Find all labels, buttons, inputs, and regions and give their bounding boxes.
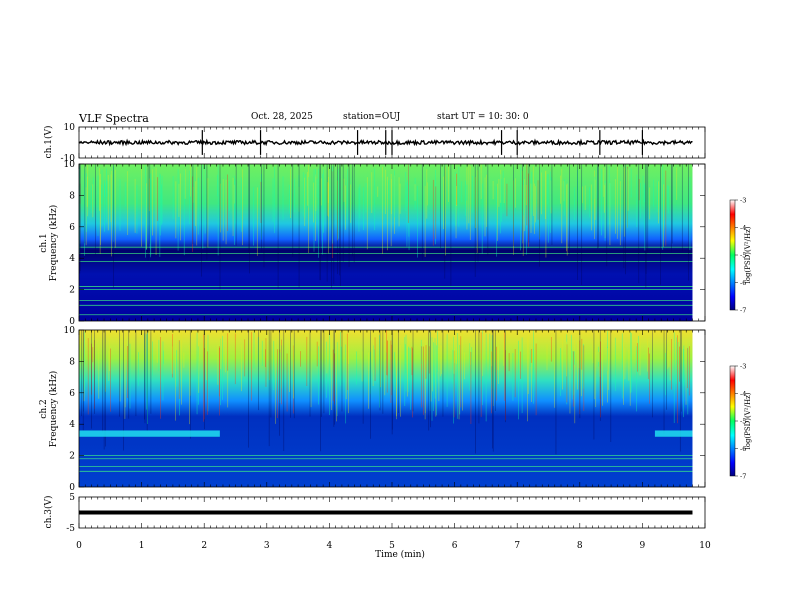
colorbar-tick-label: -4 (740, 390, 746, 398)
y-tick-label: 8 (69, 357, 75, 367)
x-tick-label: 8 (577, 541, 583, 551)
x-tick-label: 3 (264, 541, 270, 551)
colorbar-tick-label: -4 (740, 224, 746, 232)
ch1-waveform-trace (78, 130, 693, 155)
figure-title: VLF Spectra (79, 112, 149, 125)
y-tick-label: -5 (66, 524, 75, 534)
axis-ticks (78, 127, 706, 528)
x-tick-label: 6 (452, 541, 458, 551)
ch2-colorbar: -3 -4 -5 -6 -7 (729, 363, 746, 481)
x-tick-label: 4 (327, 541, 333, 551)
ch1-waveform-ylabel: ch.1(V) (43, 126, 54, 159)
ch2-spectrogram-ylabel-channel: ch.2 (39, 399, 49, 418)
ch1-spectrogram (78, 164, 705, 321)
y-tick-label: 10 (64, 123, 76, 133)
colorbar-tick-label: -6 (740, 279, 746, 287)
colorbar-tick-label: -3 (740, 197, 746, 205)
x-tick-label: 10 (699, 541, 711, 551)
emission-band (654, 430, 693, 437)
ch3-waveform-ylabel: ch.3(V) (43, 496, 54, 529)
colorbar-tick-label: -7 (740, 473, 746, 481)
x-axis-label: Time (min) (375, 549, 425, 560)
y-tick-label: 4 (69, 420, 75, 430)
y-tick-label: 2 (69, 286, 75, 296)
colorbar-tick-label: -3 (740, 363, 746, 371)
x-tick-label: 5 (389, 541, 395, 551)
x-tick-label: 2 (201, 541, 207, 551)
ch1-spectrogram-area (79, 164, 693, 321)
no-data-area (692, 164, 705, 321)
ch2-colorbar-label: log(PSD)(V²/Hz) (744, 392, 752, 449)
y-tick-label: 10 (64, 160, 76, 170)
y-tick-label: 4 (69, 254, 75, 264)
y-tick-label: 0 (69, 483, 75, 493)
x-tick-label: 7 (514, 541, 520, 551)
x-tick-label: 0 (76, 541, 82, 551)
y-tick-label: 6 (69, 389, 75, 399)
colorbar-tick-label: -7 (740, 307, 746, 315)
colorbar-tick-label: -5 (740, 252, 746, 260)
ch1-colorbar-scale (729, 199, 736, 311)
y-tick-label: 2 (69, 452, 75, 462)
y-tick-label: -10 (61, 154, 76, 164)
ch2-colorbar-scale (729, 365, 736, 477)
y-tick-label: 10 (64, 326, 76, 336)
ch1-spectrogram-ylabel-freq: Frequency (kHz) (48, 205, 59, 282)
y-tick-label: 8 (69, 191, 75, 201)
colorbar-tick-label: -5 (740, 418, 746, 426)
y-tick-label: 0 (69, 317, 75, 327)
x-tick-label: 1 (139, 541, 145, 551)
y-tick-label: 5 (69, 493, 75, 503)
ch1-colorbar: -3 -4 -5 -6 -7 (729, 197, 746, 315)
ch2-spectrogram-ylabel-freq: Frequency (kHz) (48, 371, 59, 448)
start-time-label: start UT = 10: 30: 0 (437, 112, 529, 122)
date-label: Oct. 28, 2025 (251, 112, 313, 122)
y-tick-label: 6 (69, 223, 75, 233)
ch1-colorbar-label: log(PSD)(V²/Hz) (744, 226, 752, 283)
ch1-spectrogram-ylabel-channel: ch.1 (39, 233, 49, 252)
no-data-area (692, 330, 705, 487)
station-label: station=OUJ (343, 112, 401, 122)
emission-band (79, 430, 220, 437)
colorbar-tick-label: -6 (740, 445, 746, 453)
ch2-spectrogram (78, 330, 705, 487)
x-tick-label: 9 (640, 541, 646, 551)
